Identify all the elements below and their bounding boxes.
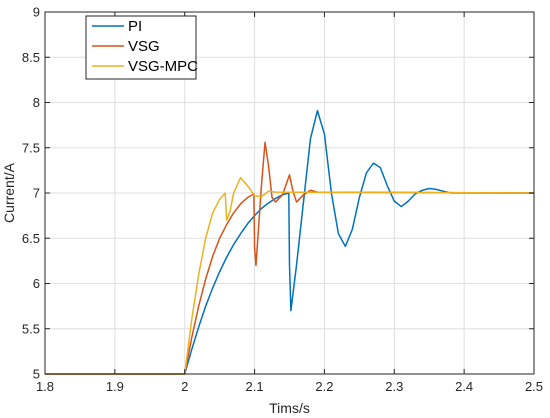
series-lines <box>45 109 535 375</box>
legend-label-vsg: VSG <box>128 38 160 55</box>
y-axis-label: Current/A <box>1 162 17 223</box>
legend: PI VSG VSG-MPC <box>85 15 198 80</box>
x-tick-label: 2.1 <box>246 379 264 394</box>
y-tick-label: 5.5 <box>22 321 40 336</box>
series-line-pi <box>45 109 534 375</box>
y-tick-label: 8.5 <box>22 50 40 65</box>
x-tick-label: 1.8 <box>36 379 54 394</box>
legend-label-vsg-mpc: VSG-MPC <box>128 58 198 75</box>
y-tick-label: 7 <box>33 186 40 201</box>
series-line-vsg-mpc <box>45 176 535 375</box>
x-axis-label: Tims/s <box>269 400 310 416</box>
x-tick-label: 2 <box>181 379 188 394</box>
legend-label-pi: PI <box>128 18 142 35</box>
y-tick-label: 7.5 <box>22 140 40 155</box>
tick-labels: 1.8 1.9 2 2.1 2.2 2.3 2.4 2.5 5 5.5 6 6.5 7 7.5 8 8.5 9 <box>22 5 543 395</box>
series-line-vsg <box>45 141 535 375</box>
x-tick-label: 2.3 <box>385 379 403 394</box>
axis-ticks <box>44 11 535 375</box>
y-tick-label: 9 <box>33 5 40 20</box>
y-tick-label: 6 <box>33 276 40 291</box>
y-tick-label: 8 <box>33 95 40 110</box>
y-tick-label: 5 <box>33 367 40 382</box>
y-tick-label: 6.5 <box>22 231 40 246</box>
x-tick-label: 2.2 <box>315 379 333 394</box>
x-tick-label: 2.5 <box>525 379 543 394</box>
x-tick-label: 2.4 <box>455 379 473 394</box>
x-tick-label: 1.9 <box>106 379 124 394</box>
